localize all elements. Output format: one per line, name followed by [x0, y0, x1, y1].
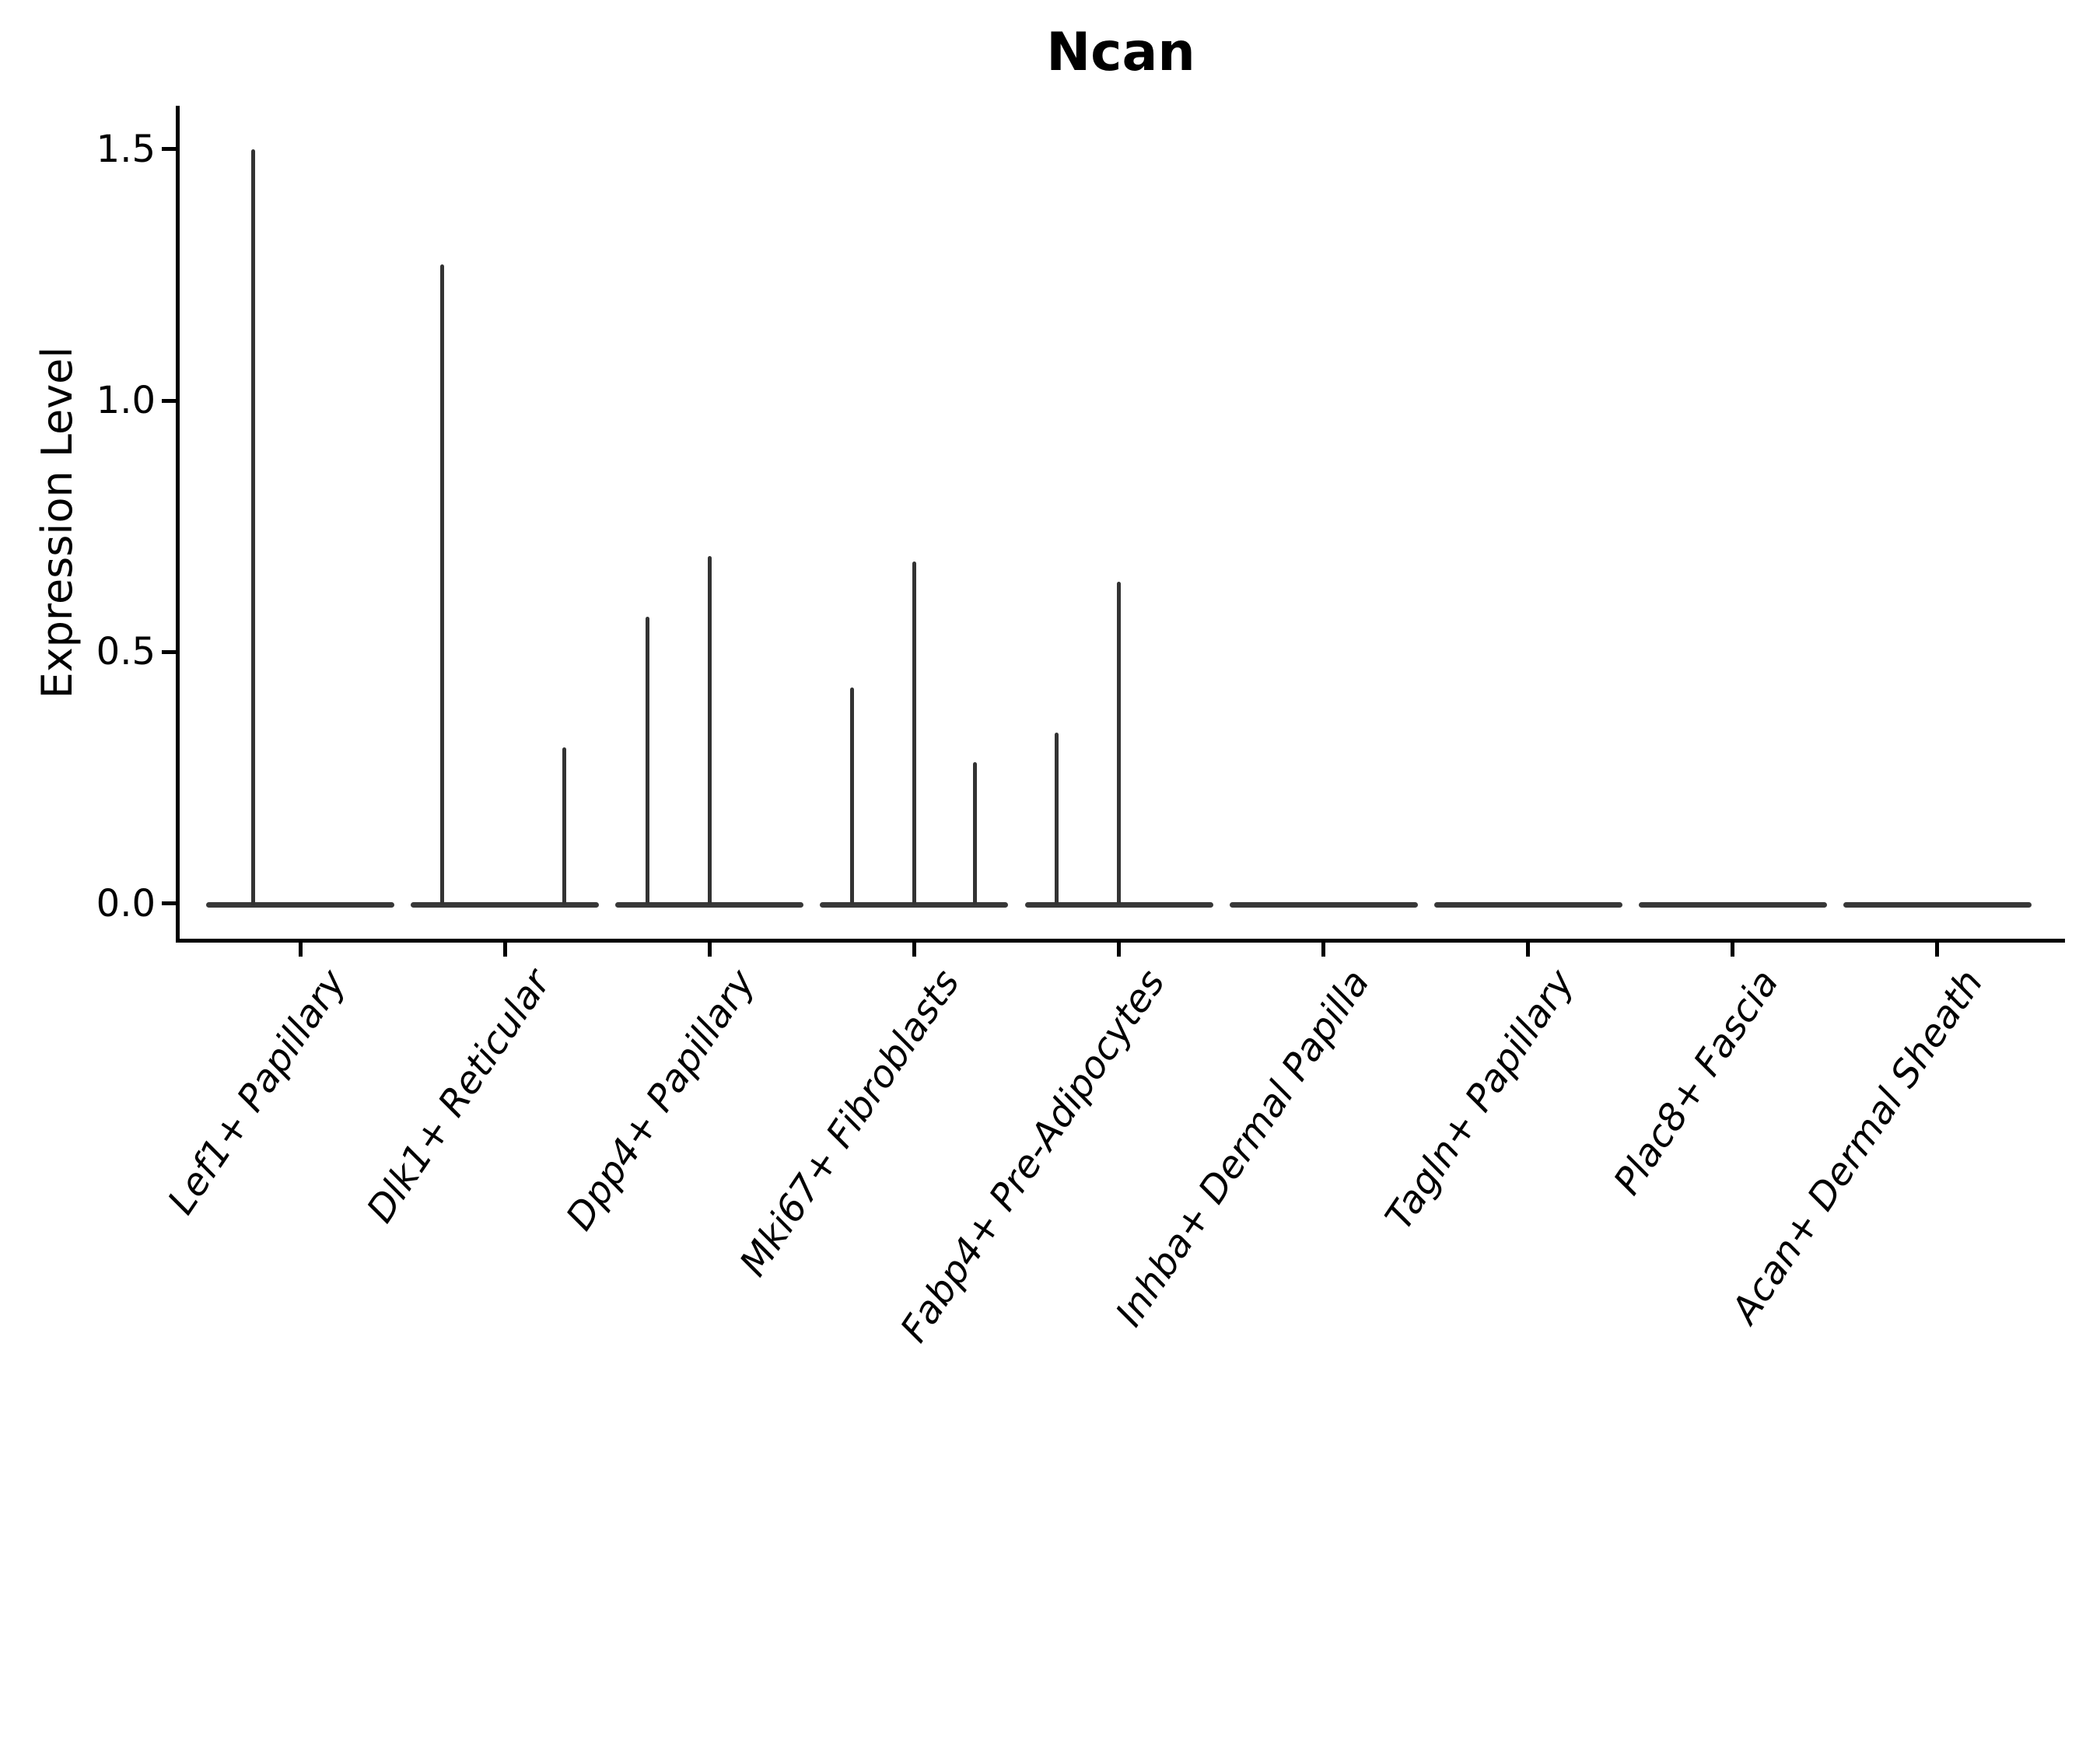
y-axis-label: Expression Level	[33, 346, 82, 699]
x-tick-mark	[502, 943, 507, 957]
violin-spike	[562, 747, 566, 905]
y-tick-label: 1.5	[96, 127, 156, 171]
violin-spike	[849, 687, 854, 905]
x-tick-mark	[298, 943, 303, 957]
y-tick-mark	[162, 398, 176, 403]
violin-base	[1433, 901, 1622, 908]
violin-spike	[250, 149, 255, 905]
x-tick-mark	[707, 943, 712, 957]
x-tick-mark	[1321, 943, 1326, 957]
x-tick-mark	[912, 943, 916, 957]
plot-title: Ncan	[1046, 22, 1195, 83]
violin-base	[206, 901, 395, 908]
violin-spike	[912, 561, 916, 905]
violin-spike	[439, 264, 444, 905]
x-tick-mark	[1935, 943, 1940, 957]
violin-base	[1638, 901, 1827, 908]
x-tick-mark	[1731, 943, 1735, 957]
violin-spike	[645, 616, 649, 905]
violin-plot-figure: Ncan Expression Level 0.0 0.5 1.0 1.5 Lef1+ …	[33, 22, 2065, 1350]
x-tick-mark	[1117, 943, 1121, 957]
y-axis-spine	[176, 106, 180, 943]
violin-spike	[972, 762, 977, 905]
violin-base	[1229, 901, 1418, 908]
x-tick-mark	[1526, 943, 1531, 957]
violin-spike	[1055, 732, 1059, 905]
x-axis-spine	[176, 939, 2065, 943]
y-tick-label: 0.5	[96, 630, 156, 674]
y-tick-mark	[162, 901, 176, 905]
y-tick-label: 1.0	[96, 379, 156, 422]
y-tick-mark	[162, 649, 176, 654]
violin-base	[1843, 901, 2032, 908]
y-tick-mark	[162, 147, 176, 152]
violin-spike	[1117, 581, 1121, 905]
violin-base	[411, 901, 600, 908]
y-tick-label: 0.0	[96, 881, 156, 925]
violin-spike	[707, 556, 712, 905]
